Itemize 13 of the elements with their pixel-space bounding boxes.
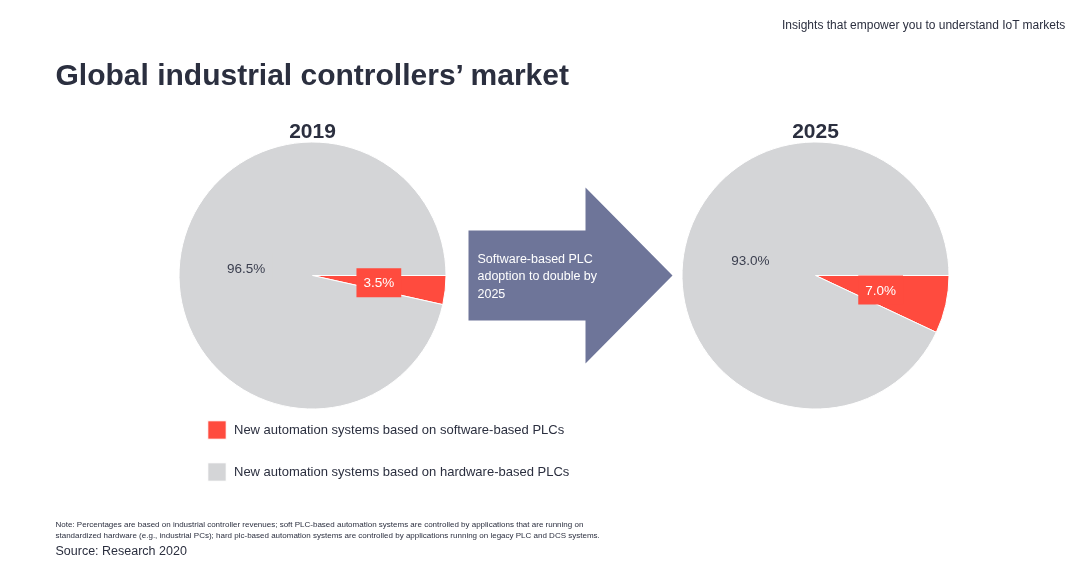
data-label: 3.5% bbox=[363, 275, 395, 291]
chart-title: 2025 bbox=[792, 118, 840, 142]
data-label: 93.0% bbox=[731, 253, 770, 269]
data-label: 96.5% bbox=[227, 260, 266, 276]
data-label: 7.0% bbox=[865, 282, 897, 298]
text: Insights that empower you to understand IoT markets bbox=[782, 17, 1066, 32]
text: Software-based PLC adoption to double by 2025 bbox=[477, 251, 598, 301]
text: Global industrial controllers’ market bbox=[55, 58, 569, 91]
legend-label: New automation systems based on software-based PLCs bbox=[234, 421, 565, 439]
legend-label: New automation systems based on hardware-based PLCs bbox=[234, 463, 570, 481]
source-note: Source: Research 2020 bbox=[55, 543, 187, 558]
chart-title: 2019 bbox=[289, 118, 336, 142]
text: Note: Percentages are based on industrial controller revenues; soft PLC-based automation systems are controlled by applications that are running on standardized hardware (e.g., industrial PCs); hard plc-based automation systems are controlled by applications running on legacy PLC and DCS systems. bbox=[55, 520, 600, 540]
